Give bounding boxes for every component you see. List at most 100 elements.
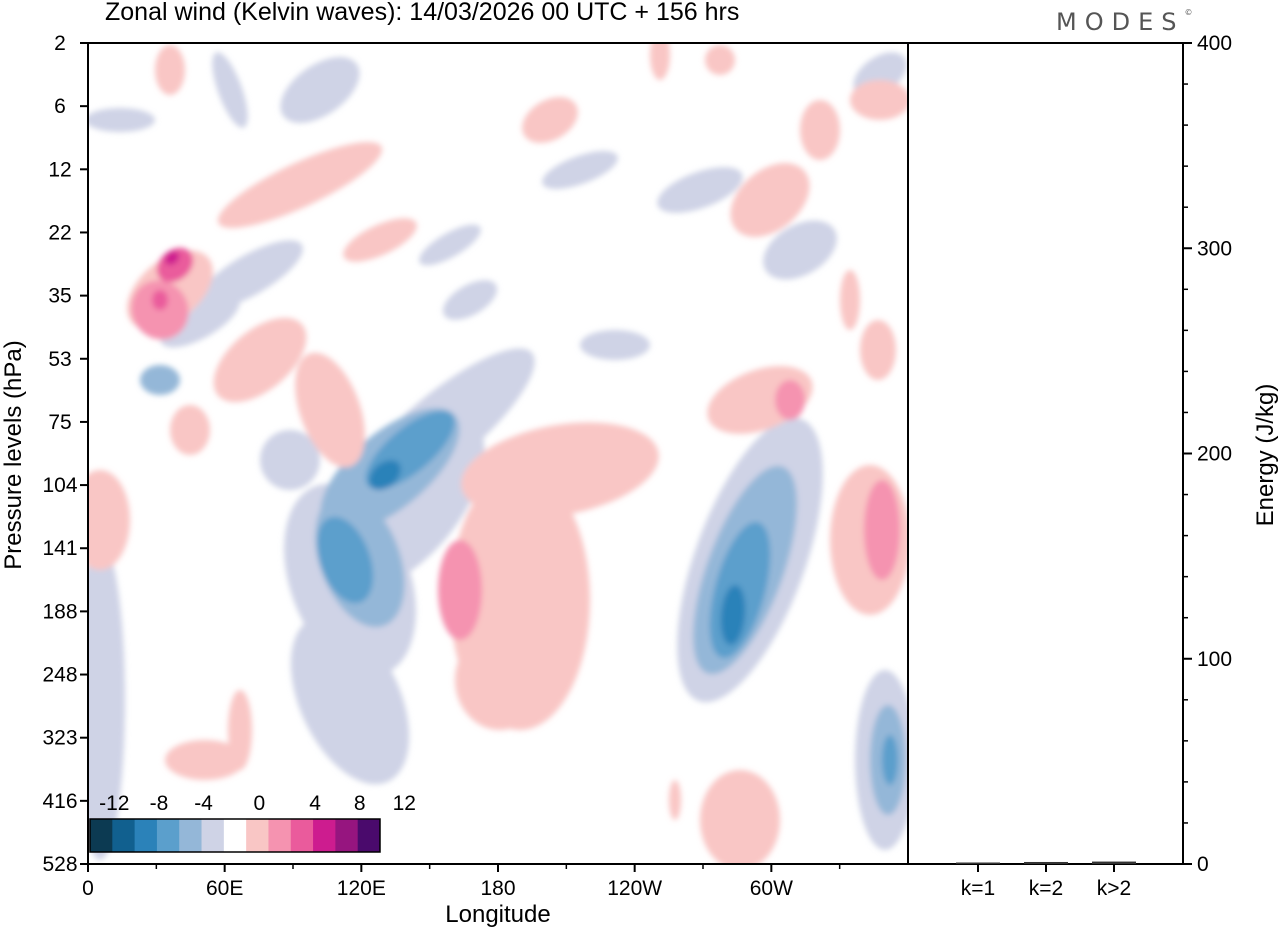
- contour-region: [280, 57, 360, 123]
- colorbar-swatch: [201, 819, 225, 852]
- energy-axis-label: Energy (J/kg): [1252, 384, 1279, 527]
- x-tick-label: 60E: [206, 877, 243, 900]
- y-tick-label: 35: [48, 285, 71, 308]
- contour-region: [160, 292, 240, 348]
- y-tick-label: 188: [42, 600, 77, 623]
- energy-category-label: k>2: [1097, 877, 1131, 900]
- x-tick-label: 60W: [750, 877, 793, 900]
- contour-region: [720, 585, 746, 645]
- contour-region: [217, 142, 383, 228]
- contour-region: [860, 320, 896, 380]
- contour-region: [152, 290, 168, 310]
- colorbar-label: -8: [150, 792, 169, 815]
- energy-tick-label: 100: [1197, 648, 1232, 671]
- colorbar-label: -12: [99, 792, 129, 815]
- colorbar-swatch: [156, 819, 180, 852]
- energy-tick-label: 400: [1197, 32, 1232, 55]
- colorbar-swatch: [90, 819, 113, 852]
- contour-region: [730, 163, 810, 237]
- contour-region: [197, 240, 303, 310]
- colorbar-swatch: [313, 819, 336, 852]
- contour-region: [461, 422, 659, 518]
- contour-region: [343, 218, 417, 262]
- y-tick-label: 248: [42, 664, 77, 687]
- colorbar-label: -4: [194, 792, 213, 815]
- contour-region: [522, 97, 578, 143]
- contour-region: [705, 45, 735, 75]
- contour-region: [419, 224, 481, 266]
- colorbar-swatch: [335, 819, 359, 852]
- colorbar-label: 4: [309, 792, 321, 815]
- y-axis-label: Pressure levels (hPa): [0, 340, 27, 569]
- contour-region: [170, 405, 210, 455]
- y-tick-label: 323: [42, 727, 77, 750]
- contour-region: [542, 151, 618, 189]
- colorbar-label: 8: [354, 792, 366, 815]
- y-tick-label: 53: [48, 348, 71, 371]
- colorbar-legend: -12 -8 -4 0 4 8 12: [89, 792, 416, 853]
- energy-bar-panel: 0 100 200 300 400 k=1 k=2 k>2: [907, 32, 1232, 900]
- contour-region: [882, 735, 898, 785]
- contour-region: [800, 100, 840, 160]
- y-axis-ticks: 2 6 12 22 35 53 75 104 141 188 248 323 416 528: [42, 32, 88, 876]
- colorbar-swatch: [246, 819, 269, 852]
- energy-frame: [907, 42, 1184, 865]
- contour-region: [438, 540, 482, 640]
- contour-region: [290, 615, 410, 785]
- contour-region: [164, 251, 180, 265]
- colorbar-swatch: [290, 819, 314, 852]
- modes-logo: MODES©: [1056, 8, 1193, 36]
- contour-region: [763, 220, 837, 280]
- contour-region: [88, 540, 125, 860]
- energy-tick-label: 300: [1197, 237, 1232, 260]
- colorbar-frame: [89, 818, 381, 853]
- colorbar-label: 12: [393, 792, 416, 815]
- x-tick-label: 120E: [337, 877, 386, 900]
- x-tick-label: 120W: [607, 877, 662, 900]
- contour-region: [140, 365, 180, 395]
- contour-region: [775, 380, 805, 420]
- y-tick-label: 141: [42, 537, 77, 560]
- colorbar-swatch: [223, 819, 247, 852]
- contour-region: [212, 52, 248, 128]
- x-tick-label: 180: [480, 877, 515, 900]
- energy-bar: [956, 862, 1000, 864]
- chart-title: Zonal wind (Kelvin waves): 14/03/2026 00…: [105, 0, 740, 26]
- contour-region: [455, 630, 545, 730]
- contour-region: [840, 270, 860, 330]
- contour-region: [228, 690, 252, 770]
- colorbar-swatch: [134, 819, 158, 852]
- colorbar-swatch: [112, 819, 136, 852]
- contour-region: [165, 740, 245, 780]
- y-tick-label: 12: [48, 158, 71, 181]
- contour-region: [657, 167, 743, 213]
- y-tick-label: 528: [42, 853, 77, 876]
- y-tick-label: 2: [54, 32, 66, 55]
- colorbar-swatch: [268, 819, 292, 852]
- contour-region: [850, 80, 908, 120]
- contour-region: [213, 317, 307, 403]
- colorbar-label: 0: [253, 792, 265, 815]
- y-tick-label: 75: [48, 411, 71, 434]
- x-axis-label: Longitude: [445, 901, 550, 928]
- logo-text: MODES: [1056, 8, 1185, 36]
- y-tick-label: 416: [42, 790, 77, 813]
- contour-region: [864, 480, 900, 580]
- energy-category-label: k=1: [961, 877, 995, 900]
- y-tick-label: 104: [42, 474, 77, 497]
- x-tick-label: 0: [82, 877, 94, 900]
- contour-region: [442, 280, 498, 320]
- energy-category-label: k=2: [1029, 877, 1063, 900]
- contour-region: [316, 516, 374, 604]
- energy-tick-label: 200: [1197, 443, 1232, 466]
- y-tick-label: 6: [54, 95, 66, 118]
- x-axis-ticks: 0 60E 120E 180 120W 60W: [82, 864, 841, 900]
- energy-bar: [1092, 861, 1136, 864]
- contour-region: [260, 430, 320, 490]
- colorbar-swatch: [357, 819, 381, 852]
- contour-region: [295, 352, 365, 468]
- contour-region: [669, 780, 681, 820]
- contour-region: [700, 770, 780, 864]
- colorbar-swatch: [179, 819, 202, 852]
